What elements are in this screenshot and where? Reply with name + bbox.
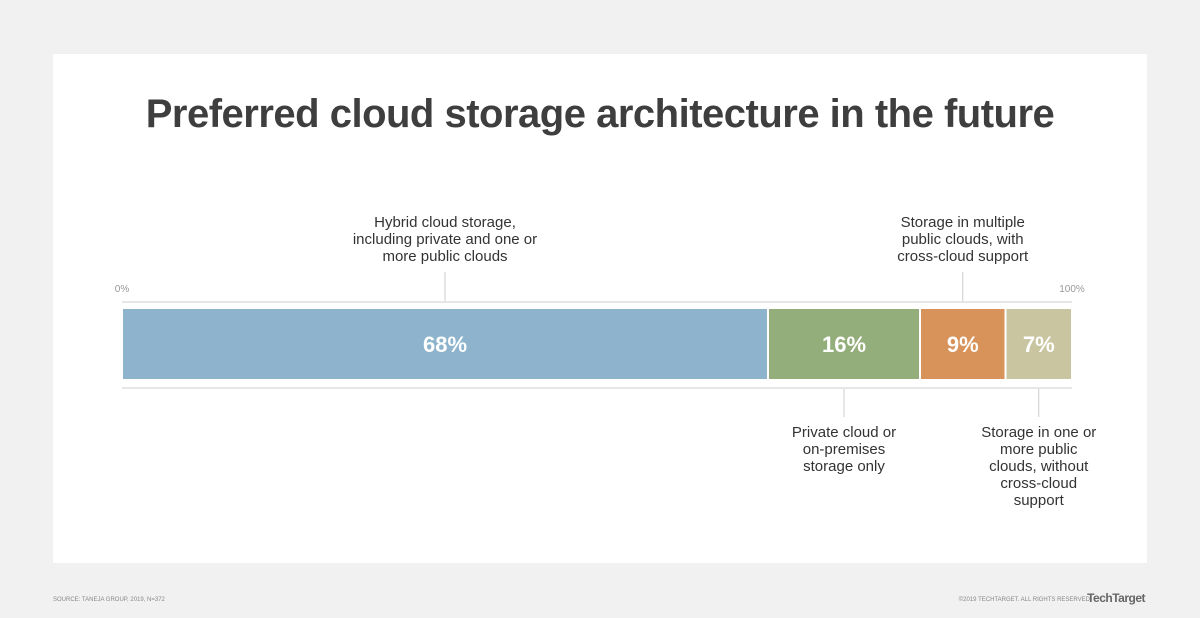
value-label: 16%: [822, 332, 866, 357]
bar-segment: [1004, 307, 1073, 381]
x-tick-label: 0%: [115, 284, 130, 295]
x-tick-label: 100%: [1059, 284, 1085, 295]
bar-segment: [121, 307, 769, 381]
value-label: 9%: [947, 332, 979, 357]
category-label: Storage in one or more public clouds, wi…: [981, 424, 1097, 509]
category-label: Storage in multiple public clouds, with …: [897, 214, 1029, 265]
value-label: 68%: [423, 332, 467, 357]
source: SOURCE: TANEJA GROUP, 2019, N=372: [53, 597, 165, 603]
category-label: Hybrid cloud storage, including private …: [352, 214, 538, 265]
bar-segment: [919, 307, 1007, 381]
value-label: 7%: [1023, 332, 1055, 357]
category-label: Private cloud or on-premises storage onl…: [791, 424, 897, 475]
copyright: ©2019 TECHTARGET. ALL RIGHTS RESERVED: [958, 597, 1090, 603]
chart-title: Preferred cloud storage architecture in …: [145, 92, 1055, 136]
logo: TechTarget: [1087, 591, 1145, 605]
bar-segment: [767, 307, 921, 381]
